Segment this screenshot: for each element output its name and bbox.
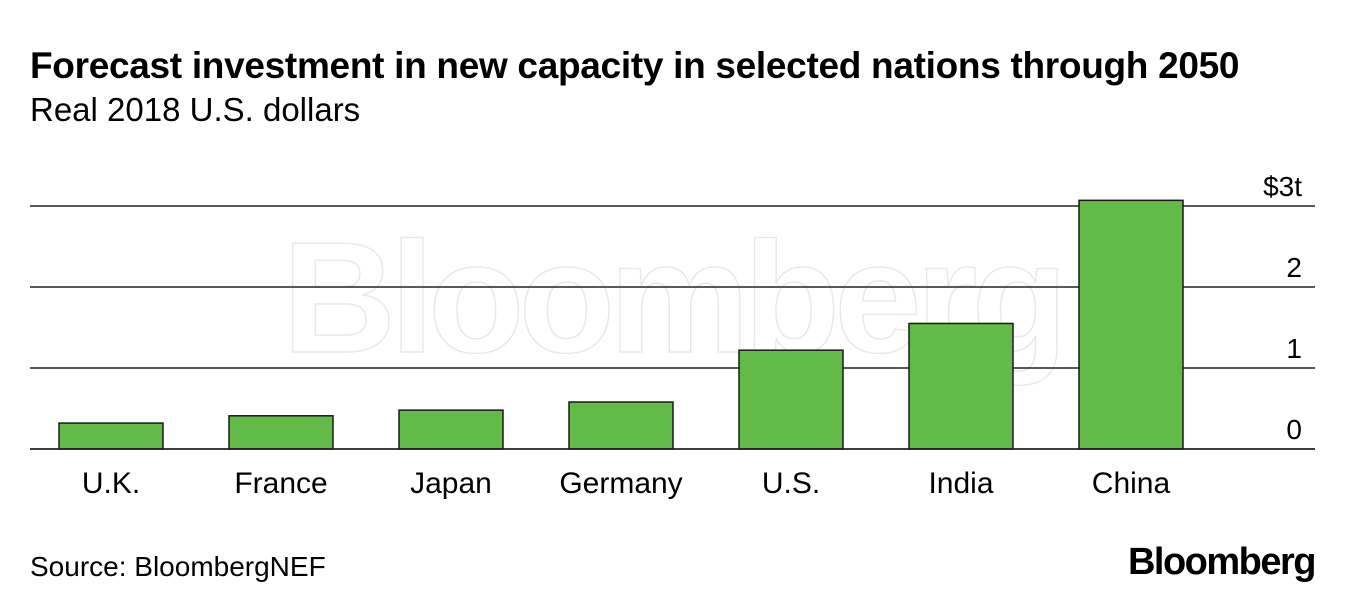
x-tick-label-germany: Germany xyxy=(559,467,682,500)
chart-subtitle: Real 2018 U.S. dollars xyxy=(30,91,361,128)
x-tick-label-france: France xyxy=(234,467,327,500)
y-tick-label-0: 0 xyxy=(1286,414,1302,445)
bar-france xyxy=(228,415,334,450)
x-tick-label-japan: Japan xyxy=(410,467,492,500)
x-tick-label-india: India xyxy=(928,467,993,500)
bar-germany xyxy=(568,401,674,450)
y-tick-labels: 0 1 2 $3t xyxy=(1263,171,1302,445)
bar-japan xyxy=(398,409,504,450)
chart-title: Forecast investment in new capacity in s… xyxy=(30,45,1240,86)
bloomberg-logo: Bloomberg xyxy=(1127,541,1317,583)
x-tick-labels: U.K. France Japan Germany U.S. India China xyxy=(82,467,1171,500)
y-tick-label-2: 2 xyxy=(1286,252,1302,283)
bars xyxy=(58,199,1184,450)
x-tick-label-uk: U.K. xyxy=(82,467,140,500)
x-tick-label-china: China xyxy=(1092,467,1171,500)
y-tick-label-3: $3t xyxy=(1263,171,1302,202)
bar-china xyxy=(1078,199,1184,450)
x-tick-label-us: U.S. xyxy=(762,467,820,500)
bar-india xyxy=(908,322,1014,450)
bar-uk xyxy=(58,422,164,450)
y-tick-label-1: 1 xyxy=(1286,333,1302,364)
bar-us xyxy=(738,349,844,450)
source-note: Source: BloombergNEF xyxy=(30,551,326,582)
